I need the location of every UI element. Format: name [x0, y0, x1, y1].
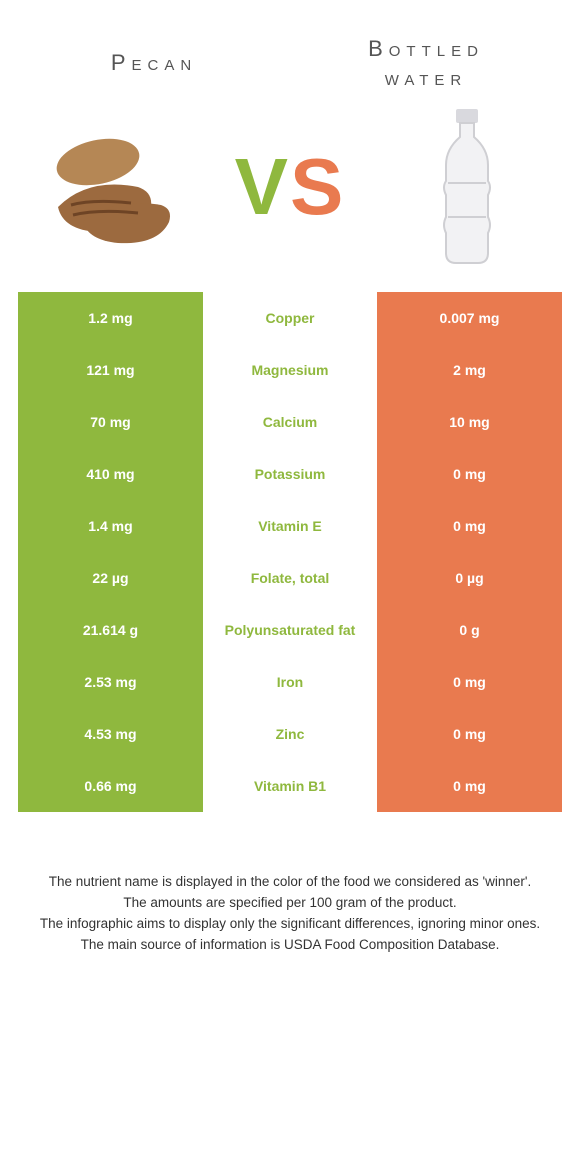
nutrient-row: 410 mgPotassium0 mg — [18, 448, 562, 500]
nutrient-row: 4.53 mgZinc0 mg — [18, 708, 562, 760]
right-value: 0 mg — [377, 708, 562, 760]
right-food-title: Bottled water — [290, 35, 562, 92]
left-value: 70 mg — [18, 396, 203, 448]
infographic-container: Pecan Bottled water VS 1.2 mgCopper0.0 — [0, 0, 580, 976]
nutrient-row: 70 mgCalcium10 mg — [18, 396, 562, 448]
nutrient-label: Vitamin B1 — [203, 760, 377, 812]
nutrient-row: 1.2 mgCopper0.007 mg — [18, 292, 562, 344]
nutrient-row: 22 µgFolate, total0 µg — [18, 552, 562, 604]
nutrient-row: 2.53 mgIron0 mg — [18, 656, 562, 708]
right-food-title-line2: water — [385, 65, 468, 90]
left-food-title: Pecan — [18, 49, 290, 78]
right-value: 0 g — [377, 604, 562, 656]
right-value: 0 mg — [377, 500, 562, 552]
footnote-line: The nutrient name is displayed in the co… — [28, 872, 552, 893]
title-row: Pecan Bottled water — [18, 0, 562, 102]
left-value: 22 µg — [18, 552, 203, 604]
left-value: 2.53 mg — [18, 656, 203, 708]
nutrient-row: 121 mgMagnesium2 mg — [18, 344, 562, 396]
right-value: 0.007 mg — [377, 292, 562, 344]
footnote-line: The amounts are specified per 100 gram o… — [28, 893, 552, 914]
right-value: 0 mg — [377, 448, 562, 500]
right-value: 0 mg — [377, 656, 562, 708]
vs-row: VS — [18, 102, 562, 292]
footnote-line: The main source of information is USDA F… — [28, 935, 552, 956]
nutrient-label: Zinc — [203, 708, 377, 760]
right-value: 2 mg — [377, 344, 562, 396]
left-value: 0.66 mg — [18, 760, 203, 812]
right-value: 0 mg — [377, 760, 562, 812]
right-value: 10 mg — [377, 396, 562, 448]
left-value: 1.4 mg — [18, 500, 203, 552]
footnotes: The nutrient name is displayed in the co… — [18, 872, 562, 956]
nutrient-row: 21.614 gPolyunsaturated fat0 g — [18, 604, 562, 656]
nutrient-label: Copper — [203, 292, 377, 344]
right-food-image — [392, 112, 542, 262]
left-value: 21.614 g — [18, 604, 203, 656]
nutrient-label: Polyunsaturated fat — [203, 604, 377, 656]
nutrient-row: 1.4 mgVitamin E0 mg — [18, 500, 562, 552]
nutrient-label: Potassium — [203, 448, 377, 500]
vs-letter-s: S — [290, 142, 345, 231]
left-value: 4.53 mg — [18, 708, 203, 760]
right-food-title-line1: Bottled — [368, 36, 484, 61]
vs-letter-v: V — [235, 142, 290, 231]
left-value: 1.2 mg — [18, 292, 203, 344]
nutrient-label: Folate, total — [203, 552, 377, 604]
nutrient-table: 1.2 mgCopper0.007 mg121 mgMagnesium2 mg7… — [18, 292, 562, 812]
bottle-icon — [422, 107, 512, 267]
left-value: 410 mg — [18, 448, 203, 500]
nutrient-label: Magnesium — [203, 344, 377, 396]
nutrient-row: 0.66 mgVitamin B10 mg — [18, 760, 562, 812]
left-food-image — [38, 112, 188, 262]
pecan-icon — [43, 127, 183, 247]
vs-label: VS — [235, 147, 346, 227]
right-value: 0 µg — [377, 552, 562, 604]
nutrient-label: Vitamin E — [203, 500, 377, 552]
nutrient-label: Calcium — [203, 396, 377, 448]
footnote-line: The infographic aims to display only the… — [28, 914, 552, 935]
nutrient-label: Iron — [203, 656, 377, 708]
left-value: 121 mg — [18, 344, 203, 396]
